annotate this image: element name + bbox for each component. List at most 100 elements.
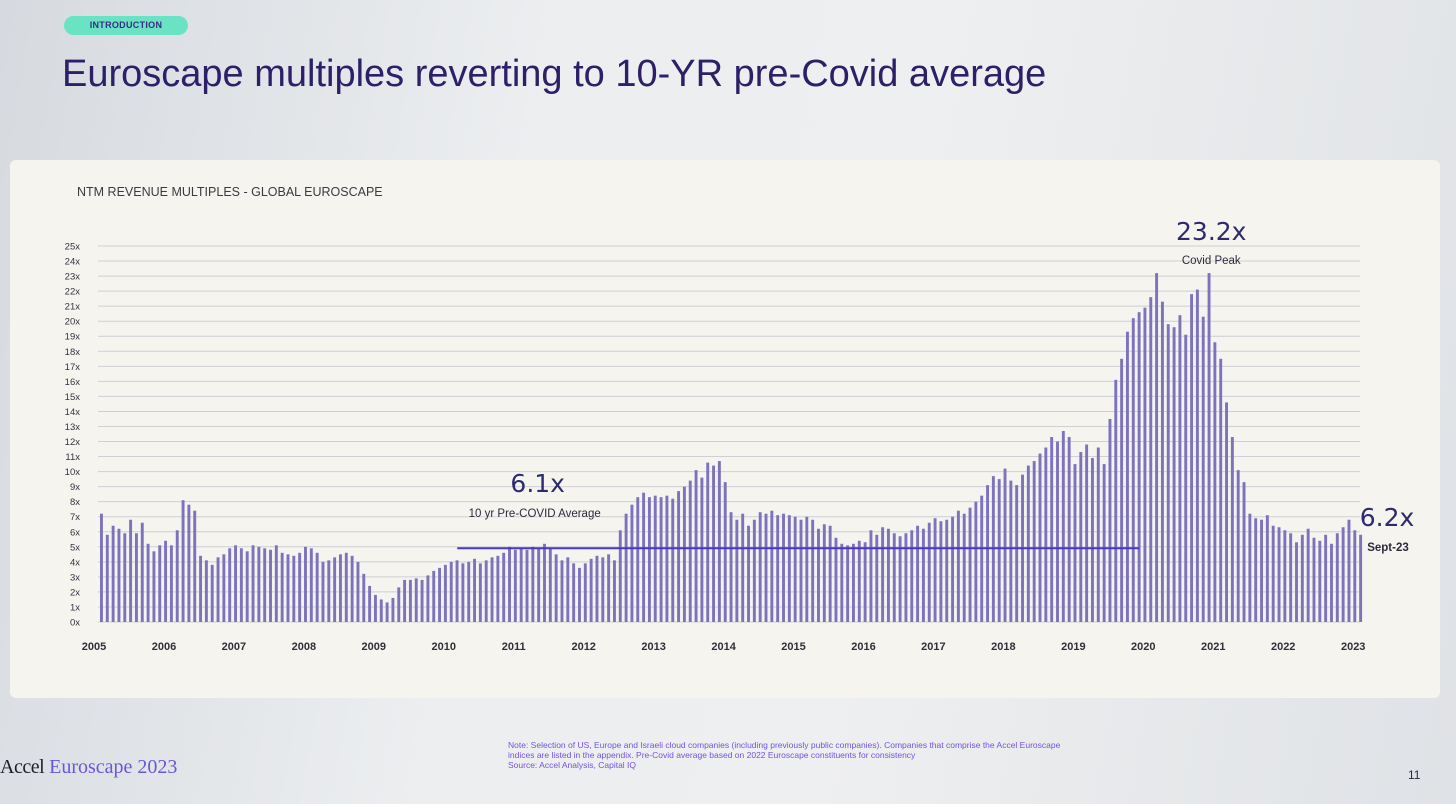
bar [782,513,785,622]
y-tick-label: 21x [65,302,81,313]
bar [204,560,208,622]
bar [560,560,564,622]
bar [951,516,955,622]
bar [292,555,296,622]
bar [117,528,121,622]
bar [618,530,622,622]
revenue-multiples-chart: NTM REVENUE MULTIPLES - GLOBAL EUROSCAPE… [65,185,1415,653]
bar [694,470,698,622]
x-tick-label: 2006 [152,641,176,653]
bar [822,524,826,622]
x-tick-label: 2022 [1271,641,1295,653]
bar [257,546,261,622]
bar [181,500,185,622]
bar [741,513,745,622]
average-label: 10 yr Pre-COVID Average [469,508,601,520]
bar [1085,444,1089,622]
brand-accel: Accel [0,756,45,778]
bar [473,558,476,622]
bar [228,548,232,622]
bar [601,557,605,622]
bar [1038,453,1042,622]
y-tick-label: 1x [70,602,80,613]
peak-value-label: 23.2x [1176,217,1246,246]
bar [1300,534,1304,622]
bar [1143,307,1147,622]
x-tick-label: 2020 [1131,641,1155,653]
bar [1213,342,1217,622]
bar [665,495,669,622]
bar [222,554,226,622]
bar [408,579,412,622]
bar [1295,542,1298,622]
bar [543,543,546,622]
bar [1079,452,1083,622]
bar [414,578,418,622]
bar [752,519,756,622]
bar [298,552,302,622]
bar [467,561,471,622]
y-axis-ticks: 0x 1x 2x 3x 4x 5x 6x 7x 8x 9x 10x 11x 12x 13x 14x 15x 16… [65,242,81,629]
bar [432,570,436,622]
y-tick-label: 8x [70,497,80,508]
bar [548,548,552,622]
x-tick-label: 2013 [641,641,665,653]
bar [916,525,920,622]
bar [1032,461,1036,622]
bar [886,528,890,622]
bar [1201,316,1205,622]
bar [1073,464,1077,622]
bar [280,552,284,622]
bar [811,519,815,622]
x-tick-label: 2010 [432,641,456,653]
bar [700,477,704,622]
x-tick-label: 2007 [222,641,246,653]
bar [350,555,354,622]
page-number: 11 [1408,768,1421,782]
bar [443,564,447,622]
bar [1254,518,1258,622]
bar [100,513,103,622]
bar [1015,485,1019,622]
y-tick-label: 24x [65,257,81,268]
bar [834,537,838,622]
bar [1149,297,1153,622]
section-tag: INTRODUCTION [64,16,188,35]
footnote-line: Source: Accel Analysis, Capital IQ [508,760,637,770]
bar [1230,437,1234,622]
bar [455,560,459,622]
bar [857,540,861,622]
y-tick-label: 23x [65,272,81,283]
bars [100,273,1363,622]
y-tick-label: 10x [65,467,81,478]
bar [1225,402,1228,622]
bar [583,563,587,622]
y-tick-label: 2x [70,587,80,598]
bar [1195,289,1199,622]
bar [1207,273,1211,622]
bar [140,522,144,622]
y-tick-label: 17x [65,362,81,373]
bar [1050,437,1054,622]
bar [152,551,156,622]
bar [1044,447,1048,622]
bar [245,551,249,622]
bar [776,515,780,622]
bar [1190,294,1194,622]
bar [1102,464,1106,622]
bar [1283,530,1287,622]
bar [158,545,162,622]
bar [169,545,173,622]
bar [875,534,879,622]
bar [962,513,966,622]
bar [578,567,581,622]
bar [274,545,278,622]
bar [531,546,535,622]
bar [869,530,873,622]
bar [997,479,1001,622]
bar [519,548,523,622]
bar [210,564,214,622]
bar [1155,273,1159,622]
bar [817,528,820,622]
bar [1125,331,1129,622]
